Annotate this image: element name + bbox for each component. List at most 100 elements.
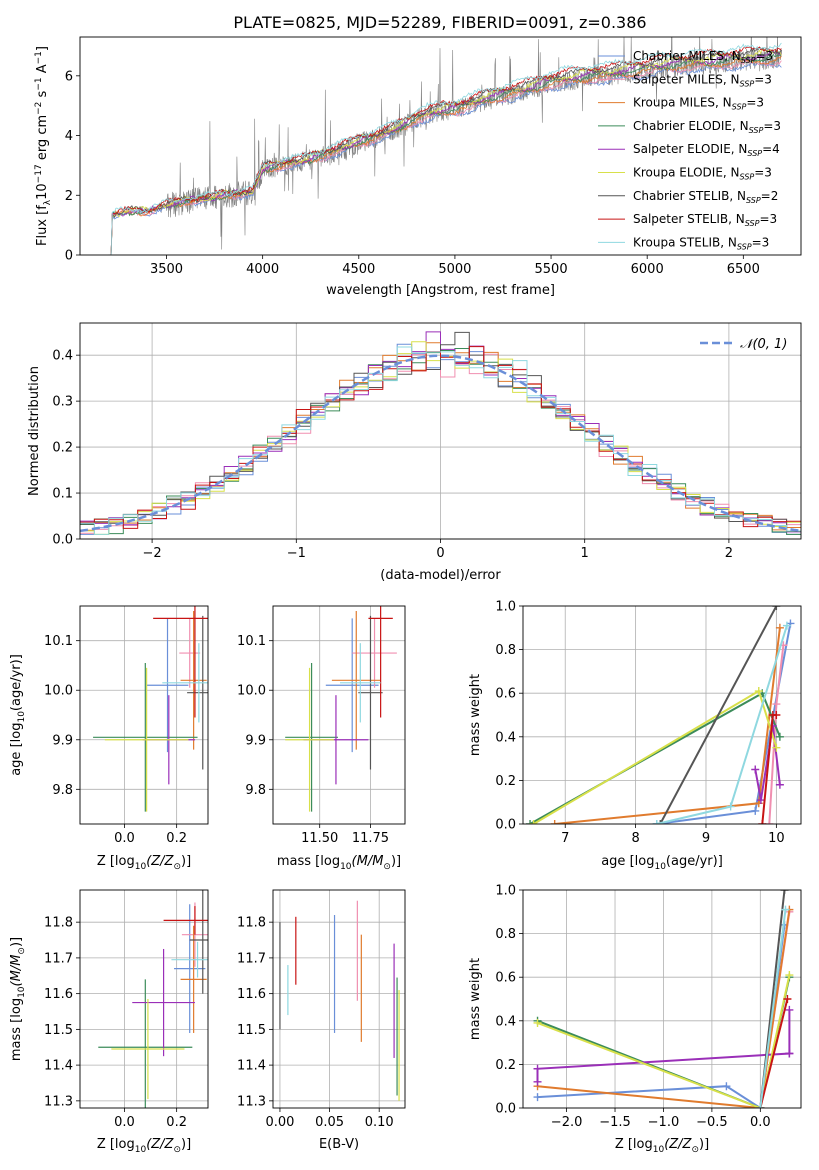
y-tick-label: 9.9 xyxy=(245,733,266,748)
errorbar-point xyxy=(285,662,338,812)
y-tick-label: 4 xyxy=(65,129,73,144)
legend-suffix: =3 xyxy=(752,235,770,249)
label-part: 10 xyxy=(135,1145,147,1155)
y-tick-label: 9.9 xyxy=(52,733,73,748)
weight-line-5 xyxy=(537,974,791,1108)
label-part: (M/M xyxy=(9,955,24,987)
y-tick-label: 0.0 xyxy=(495,818,516,833)
weight-line-2 xyxy=(537,909,791,1108)
y-tick-label: 6 xyxy=(65,69,73,84)
errorbar-point xyxy=(368,606,393,718)
y-tick-label: 0.1 xyxy=(52,487,73,502)
legend-sub: SSP xyxy=(746,196,761,205)
weight-marker xyxy=(533,1093,542,1102)
y-tick-label: 0.3 xyxy=(52,395,73,410)
x-tick-label: 0.0 xyxy=(750,1115,771,1130)
model-spectrum-5 xyxy=(108,48,782,255)
model-spectrum-4 xyxy=(108,50,782,255)
y-tick-label: 11.6 xyxy=(44,987,73,1002)
weight-marker xyxy=(751,806,760,815)
x-tick-label: 0.00 xyxy=(265,1115,294,1130)
y-tick-label: 1.0 xyxy=(495,600,516,615)
weight-marker xyxy=(785,971,794,980)
legend-sub: SSP xyxy=(740,79,755,88)
y-tick-label: 11.3 xyxy=(44,1094,73,1109)
x-tick-label: 3500 xyxy=(150,262,183,277)
errorbar-point xyxy=(146,618,189,753)
label-part: ⊙ xyxy=(173,1145,181,1155)
x-axis-label: age [log10​(age/yr)] xyxy=(601,854,723,872)
x-tick-label: 4500 xyxy=(342,262,375,277)
label-part: (Z/Z xyxy=(664,1137,692,1152)
y-axis-label: Flux [fλ​10−17​ erg cm−2​ s−1​ A−1​] xyxy=(34,46,53,246)
legend-entry: Chabrier ELODIE, NSSP=3 xyxy=(633,119,781,135)
y-tick-label: 0.8 xyxy=(495,643,516,658)
plot-area xyxy=(533,890,794,1108)
label-part: 10 xyxy=(17,711,27,723)
x-tick-label: 6500 xyxy=(727,262,760,277)
y-tick-label: 11.8 xyxy=(44,916,73,931)
plot-area xyxy=(108,37,782,255)
y-axis-label: mass weight xyxy=(468,958,483,1040)
legend-sub: SSP xyxy=(741,56,756,65)
y-tick-label: 11.5 xyxy=(44,1023,73,1038)
y-tick-label: 0.4 xyxy=(495,730,516,745)
plot-area xyxy=(285,606,397,812)
x-tick-label: 0.2 xyxy=(166,831,187,846)
y-axis-label: mass [log10​(M/M⊙​)] xyxy=(9,937,27,1061)
label-part: Flux [f xyxy=(35,205,50,246)
plot-area xyxy=(93,606,208,812)
legend-sub: SSP xyxy=(745,219,760,228)
plot-area xyxy=(526,606,795,824)
weight-line-4 xyxy=(536,1009,791,1082)
weight-marker xyxy=(772,711,781,719)
y-tick-label: 0.0 xyxy=(495,1102,516,1117)
label-part: age [log xyxy=(9,723,24,776)
panel-age-vs-mass: 11.50 11.75 9.8 9.9 10.0 10.1 mass [log10​(M/M… xyxy=(237,605,406,872)
y-tick-label: 0.6 xyxy=(495,687,516,702)
weight-marker xyxy=(652,820,661,824)
weight-marker xyxy=(529,820,538,824)
axes-frame xyxy=(272,605,406,825)
x-tick-label: 1 xyxy=(581,546,589,561)
label-part: age [log xyxy=(601,854,654,869)
panel-spectrum: 3500 4000 4500 5000 5500 6000 6500 0 2 4 6 Chabrier… xyxy=(34,36,802,298)
weight-marker xyxy=(772,606,781,610)
x-tick-label: 2 xyxy=(725,546,733,561)
legend-sub: SSP xyxy=(732,103,747,112)
y-tick-label: 0.4 xyxy=(52,349,73,364)
errorbar-point xyxy=(325,618,379,753)
axes-frame xyxy=(79,605,209,825)
legend-entry: Kroupa MILES, NSSP=3 xyxy=(633,96,764,112)
weight-marker xyxy=(722,1082,731,1091)
label-part: Z [log xyxy=(97,854,135,869)
label-part: 10 xyxy=(654,862,666,872)
errorbar-point xyxy=(189,890,208,994)
x-axis-label: Z [log10​(Z/Z⊙​)] xyxy=(97,854,191,872)
y-tick-label: 9.8 xyxy=(52,783,73,798)
legend-entry: Kroupa ELODIE, NSSP=3 xyxy=(633,166,772,182)
y-tick-label: 2 xyxy=(65,189,73,204)
y-axis-label: age [log10​(age/yr)] xyxy=(9,654,27,776)
weight-marker xyxy=(775,623,784,632)
x-tick-label: 11.50 xyxy=(301,831,338,846)
weight-line-2 xyxy=(554,627,781,824)
normal-curve xyxy=(80,354,801,533)
errorbar-point xyxy=(187,615,208,770)
x-tick-label: 0.0 xyxy=(114,831,135,846)
y-tick-label: 11.6 xyxy=(237,987,266,1002)
label-part: 10 xyxy=(135,862,147,872)
panel-age-vs-Z: 0.0 0.2 9.8 9.9 10.0 10.1 Z [log10​(Z/Z⊙​)] age… xyxy=(9,605,209,872)
weight-line-8 xyxy=(759,909,787,1108)
plot-area xyxy=(279,900,400,1101)
weight-marker xyxy=(751,765,760,774)
y-tick-label: 11.7 xyxy=(237,951,266,966)
axes-frame xyxy=(79,36,802,256)
legend-suffix: =4 xyxy=(762,142,780,156)
weight-line-7 xyxy=(759,998,789,1108)
label-part: 10 xyxy=(35,183,50,200)
weight-marker xyxy=(758,820,767,824)
errorbar-point xyxy=(171,941,208,978)
label-part: ⊙ xyxy=(383,862,391,872)
